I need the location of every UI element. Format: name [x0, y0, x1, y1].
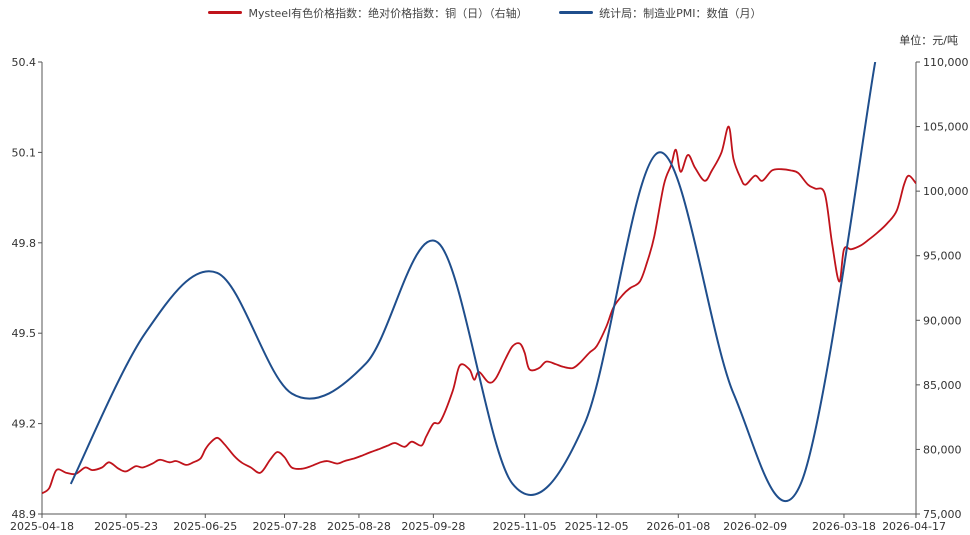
right-axis-tick-label: 80,000	[923, 443, 962, 456]
unit-label: 单位：元/吨	[899, 34, 958, 47]
left-axis-tick-label: 48.9	[12, 508, 37, 521]
left-axis-tick-label: 49.5	[12, 327, 37, 340]
right-axis-tick-label: 75,000	[923, 508, 962, 521]
x-axis-tick-label: 2026-02-09	[723, 520, 787, 533]
legend-label-copper: Mysteel有色价格指数：绝对价格指数：铜（日）（右轴）	[248, 6, 528, 20]
chart-legend: Mysteel有色价格指数：绝对价格指数：铜（日）（右轴） 统计局：制造业PMI…	[0, 4, 970, 21]
right-axis-tick-label: 95,000	[923, 250, 962, 263]
right-axis-tick-label: 110,000	[923, 56, 969, 69]
series-line-pmi	[69, 62, 877, 502]
left-axis-tick-label: 50.4	[12, 56, 37, 69]
x-axis-tick-label: 2025-07-28	[253, 520, 317, 533]
x-axis-tick-label: 2025-04-18	[10, 520, 74, 533]
x-axis-tick-label: 2025-06-25	[173, 520, 237, 533]
right-axis-tick-label: 90,000	[923, 314, 962, 327]
x-axis-tick-label: 2025-11-05	[493, 520, 557, 533]
legend-swatch-copper	[208, 11, 243, 14]
x-axis-tick-label: 2026-01-08	[646, 520, 710, 533]
legend-label-pmi: 统计局：制造业PMI：数值（月）	[599, 6, 762, 20]
legend-item-pmi[interactable]: 统计局：制造业PMI：数值（月）	[559, 5, 762, 21]
x-axis-tick-label: 2025-09-28	[401, 520, 465, 533]
left-axis-tick-label: 50.1	[12, 146, 37, 159]
right-axis-tick-label: 100,000	[923, 185, 969, 198]
x-axis-tick-label: 2025-08-28	[327, 520, 391, 533]
legend-item-copper[interactable]: Mysteel有色价格指数：绝对价格指数：铜（日）（右轴）	[208, 5, 528, 21]
x-axis-tick-label: 2025-12-05	[565, 520, 629, 533]
right-axis-tick-label: 85,000	[923, 379, 962, 392]
x-axis-tick-label: 2026-03-18	[812, 520, 876, 533]
x-axis-tick-label: 2025-05-23	[94, 520, 158, 533]
left-axis-tick-label: 49.2	[12, 418, 37, 431]
series-line-copper	[42, 125, 916, 495]
x-axis-tick-label: 2026-04-17	[882, 520, 946, 533]
legend-swatch-pmi	[559, 11, 594, 14]
right-axis-tick-label: 105,000	[923, 121, 969, 134]
left-axis-tick-label: 49.8	[12, 237, 37, 250]
